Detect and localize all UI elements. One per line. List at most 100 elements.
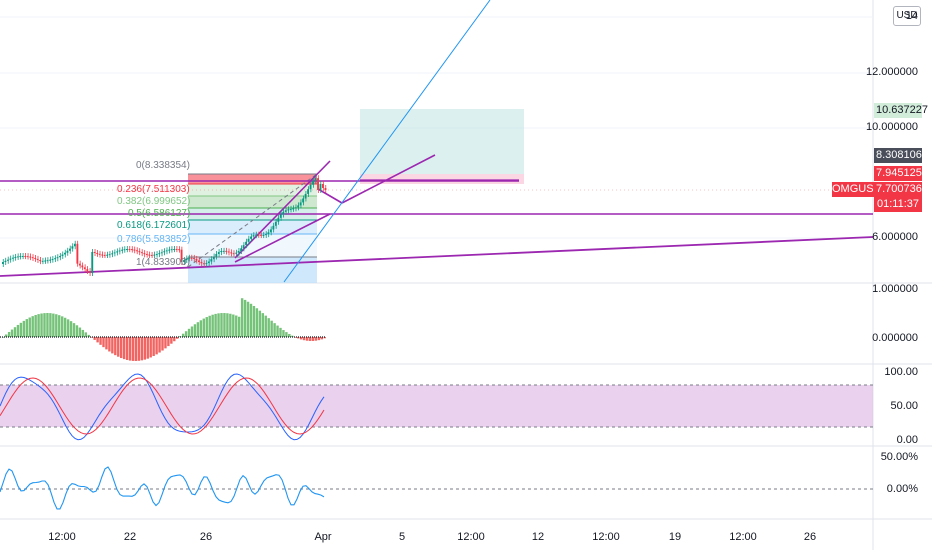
time-label-5: 5 [398,531,406,543]
fib-level-0382: 0.382(6.999652) [117,196,191,207]
macd-bar [7,331,11,337]
fib-level-0786: 0.786(5.583852) [117,234,191,245]
candle-body [14,256,17,258]
macd-bar [314,337,318,341]
candle-body [217,252,220,254]
candle-body [21,256,24,258]
candle-body [240,248,243,251]
candle-body [138,251,141,253]
stoch-k-line [0,373,325,441]
macd-bar [320,337,323,340]
candle-body [304,193,307,199]
macd-bar [40,313,43,337]
candle-body [289,208,292,210]
macd-bar [170,337,173,344]
candle-body [81,265,84,268]
macd-bar [205,317,208,337]
macd-bar [114,337,117,356]
macd-bar [93,337,96,340]
candle-body [222,250,225,252]
macd-bar [184,331,188,337]
macd-bar [111,337,114,354]
macd-bar [302,337,306,341]
projection-ray [283,0,491,283]
macd-bar [43,313,46,337]
candle-body [215,253,218,257]
macd-bar [226,313,229,337]
candle-body [279,214,282,218]
candle-body [145,253,148,255]
candle-body [6,259,9,261]
stoch-label-50: 50.00 [890,400,918,412]
candle-body [188,257,190,259]
macd-bar [105,337,108,350]
macd-bar [19,322,23,337]
macd-bar [134,337,138,361]
macd-bar [49,313,52,337]
time-label-4: Apr [314,531,332,543]
candle-body [235,252,238,254]
macd-bar [193,324,197,337]
candle-body [108,254,111,256]
macd-bar [323,337,326,339]
candle-body [274,221,277,226]
breakout-line [341,154,436,204]
macd-bar [52,313,55,337]
macd-bar [61,316,64,337]
macd-bar [190,326,194,337]
macd-bar [229,313,232,337]
candle-body [242,245,245,249]
candle-body [143,253,146,255]
candle-body [71,246,74,249]
macd-bar [288,333,291,337]
fib-zone-1 [188,174,317,184]
candle-body [225,250,228,252]
macd-bar [122,337,126,360]
candle-body [31,257,34,259]
macd-bar [2,337,5,338]
candle-body [314,178,317,182]
fib-zone-5 [188,220,317,234]
macd-bar [317,337,321,341]
candle-body [207,261,210,264]
currency-button[interactable]: USD [893,6,921,26]
macd-bar [69,321,73,337]
macd-bar [217,313,220,337]
candle-body [299,202,302,206]
candle-body [83,267,86,270]
time-label-2: 22 [123,531,137,543]
candle-body [123,249,126,251]
target-zone [360,109,524,174]
macd-bar [264,315,267,337]
time-label-1: 12:00 [48,531,76,543]
macd-bar [16,324,20,337]
candle-body [29,256,32,258]
candle-body [168,249,171,251]
macd-bar [199,320,203,337]
candle-body [190,257,193,259]
last-price-tag: 7.700736 [874,182,922,197]
macd-bar [152,337,155,357]
candle-body [113,252,116,254]
candle-body [264,234,267,236]
candle-body [121,249,123,251]
candle-body [68,248,71,251]
candle-body [212,256,215,260]
candle-body [2,262,4,264]
candle-body [59,255,61,258]
macd-bar [164,337,167,349]
channel-lower [234,213,331,263]
price-label-10: 10.000000 [866,121,918,133]
macd-bar [308,337,312,341]
fib-zone-3 [188,196,317,208]
candle-body [284,210,287,212]
candle-body [91,252,94,274]
candle-body [41,260,44,262]
macd-label-1: 1.000000 [872,283,918,295]
candle-body [227,251,230,253]
macd-bar [28,317,31,337]
time-label-6: 12:00 [457,531,485,543]
macd-bar [34,315,37,337]
macd-bar [37,314,40,337]
